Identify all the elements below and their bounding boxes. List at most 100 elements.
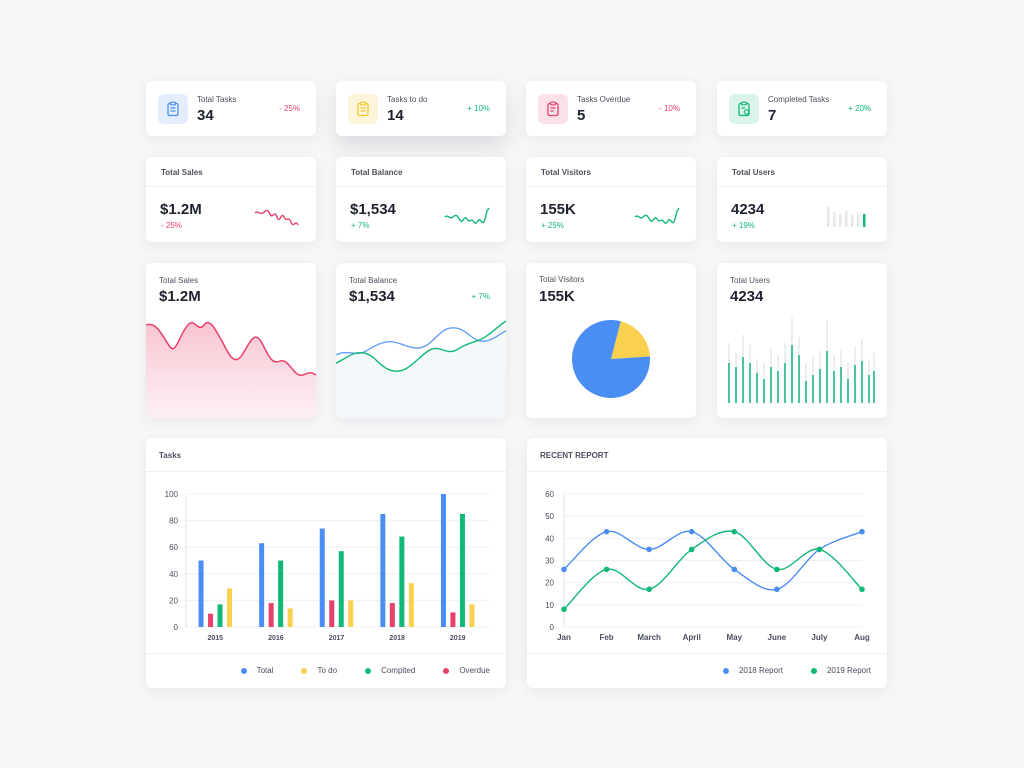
total-balance-mini-card[interactable]: Total Balance $1,534 + 7% xyxy=(336,157,506,242)
data-point[interactable] xyxy=(646,546,652,553)
card-value: $1,534 xyxy=(349,288,395,305)
clipboard-list-icon xyxy=(348,94,378,124)
tasks-panel[interactable]: Tasks 0 20 40 60 80 100 2015 2016 2017 2018 2019 T… xyxy=(146,438,506,688)
legend-item-2018-report[interactable]: 2018 Report xyxy=(722,666,783,675)
data-point[interactable] xyxy=(688,546,695,553)
stat-change: + 20% xyxy=(848,104,871,113)
stat-value: 34 xyxy=(197,107,214,124)
x-tick-label: 2015 xyxy=(208,635,224,642)
bar[interactable] xyxy=(198,560,204,628)
card-change: - 25% xyxy=(161,221,182,230)
data-point[interactable] xyxy=(859,586,865,593)
stat-label: Tasks to do xyxy=(387,95,428,104)
bar[interactable] xyxy=(380,513,386,627)
card-value: $1.2M xyxy=(160,201,202,218)
series-line xyxy=(563,530,863,591)
data-point[interactable] xyxy=(731,566,738,573)
total-sales-chart-card[interactable]: Total Sales $1.2M xyxy=(146,263,316,418)
data-point[interactable] xyxy=(816,546,823,553)
data-point[interactable] xyxy=(731,528,738,535)
bar[interactable] xyxy=(278,560,284,628)
card-title: Total Sales xyxy=(159,276,199,285)
bar[interactable] xyxy=(259,543,265,627)
stat-change: + 10% xyxy=(467,104,490,113)
bar[interactable] xyxy=(268,603,274,627)
bar[interactable] xyxy=(338,551,344,627)
data-point[interactable] xyxy=(859,528,865,535)
card-title: Total Users xyxy=(730,276,771,285)
tasks-legend: Total To do Compited Overdue xyxy=(213,666,490,675)
x-tick-label: 2016 xyxy=(268,635,284,642)
bar[interactable] xyxy=(440,494,446,627)
bar[interactable] xyxy=(329,600,335,627)
legend-item-compited[interactable]: Compited xyxy=(365,666,415,675)
total-users-mini-card[interactable]: Total Users 4234 + 19% xyxy=(717,157,887,242)
total-visitors-chart-card[interactable]: Total Visitors 155K xyxy=(526,263,696,418)
x-tick-label: 2018 xyxy=(389,635,405,642)
data-point[interactable] xyxy=(688,528,695,535)
bar[interactable] xyxy=(450,612,456,627)
bar[interactable] xyxy=(399,536,405,627)
x-tick-label: Jan xyxy=(557,633,571,642)
tasks-overdue-card[interactable]: Tasks Overdue 5 - 10% xyxy=(526,81,696,136)
panel-title: Tasks xyxy=(159,451,182,460)
clipboard-alert-icon xyxy=(538,94,568,124)
bar[interactable] xyxy=(389,603,395,627)
data-point[interactable] xyxy=(646,586,652,593)
card-value: $1.2M xyxy=(159,288,201,305)
bar[interactable] xyxy=(469,604,475,627)
data-point[interactable] xyxy=(774,586,780,593)
total-visitors-mini-card[interactable]: Total Visitors 155K + 25% xyxy=(526,157,696,242)
legend-item-to-do[interactable]: To do xyxy=(301,666,337,675)
visitors-pie-chart xyxy=(572,320,650,398)
y-tick-label: 30 xyxy=(545,557,554,566)
bar[interactable] xyxy=(217,604,223,627)
recent-report-panel[interactable]: RECENT REPORT 0 10 20 30 40 50 60 Jan Feb March Ap… xyxy=(527,438,887,688)
card-title: Total Balance xyxy=(351,168,403,177)
data-point[interactable] xyxy=(561,566,567,573)
bar[interactable] xyxy=(208,613,214,627)
tasks-to-do-card[interactable]: Tasks to do 14 + 10% xyxy=(336,81,506,136)
bar[interactable] xyxy=(227,588,233,627)
legend-item-overdue[interactable]: Overdue xyxy=(443,666,490,675)
bar[interactable] xyxy=(287,608,293,627)
card-change: + 19% xyxy=(732,221,755,230)
stat-label: Completed Tasks xyxy=(768,95,830,104)
balance-line-chart xyxy=(336,320,506,418)
bar[interactable] xyxy=(459,513,465,627)
card-title: Total Visitors xyxy=(541,168,591,177)
total-balance-chart-card[interactable]: Total Balance $1,534 + 7% xyxy=(336,263,506,418)
y-tick-label: 60 xyxy=(545,490,554,499)
card-value: $1,534 xyxy=(350,201,396,218)
card-title: Total Visitors xyxy=(539,275,585,284)
total-sales-mini-card[interactable]: Total Sales $1.2M - 25% xyxy=(146,157,316,242)
y-tick-label: 20 xyxy=(169,596,178,605)
x-tick-label: 2017 xyxy=(329,635,345,642)
completed-tasks-card[interactable]: Completed Tasks 7 + 20% xyxy=(717,81,887,136)
panel-title: RECENT REPORT xyxy=(540,451,609,460)
data-point[interactable] xyxy=(603,528,610,535)
x-tick-label: June xyxy=(768,633,787,642)
y-tick-label: 40 xyxy=(169,570,178,579)
pie-slice xyxy=(611,321,650,359)
x-tick-label: 2019 xyxy=(450,635,466,642)
clipboard-icon xyxy=(158,94,188,124)
data-point[interactable] xyxy=(774,566,780,573)
y-tick-label: 100 xyxy=(165,490,179,499)
legend-item-2019-report[interactable]: 2019 Report xyxy=(810,666,871,675)
pie-slice xyxy=(572,320,650,398)
y-tick-label: 20 xyxy=(545,579,554,588)
card-value: 155K xyxy=(540,201,576,218)
total-users-chart-card[interactable]: Total Users 4234 xyxy=(717,263,887,418)
total-tasks-card[interactable]: Total Tasks 34 - 25% xyxy=(146,81,316,136)
bar[interactable] xyxy=(408,583,414,627)
bar[interactable] xyxy=(348,600,354,627)
data-point[interactable] xyxy=(561,606,567,613)
x-tick-label: Feb xyxy=(599,633,613,642)
bar[interactable] xyxy=(319,528,325,627)
card-change: + 7% xyxy=(471,292,490,301)
card-title: Total Balance xyxy=(349,276,398,285)
data-point[interactable] xyxy=(603,566,610,573)
legend-item-total[interactable]: Total xyxy=(240,666,273,675)
x-tick-label: March xyxy=(637,633,661,642)
